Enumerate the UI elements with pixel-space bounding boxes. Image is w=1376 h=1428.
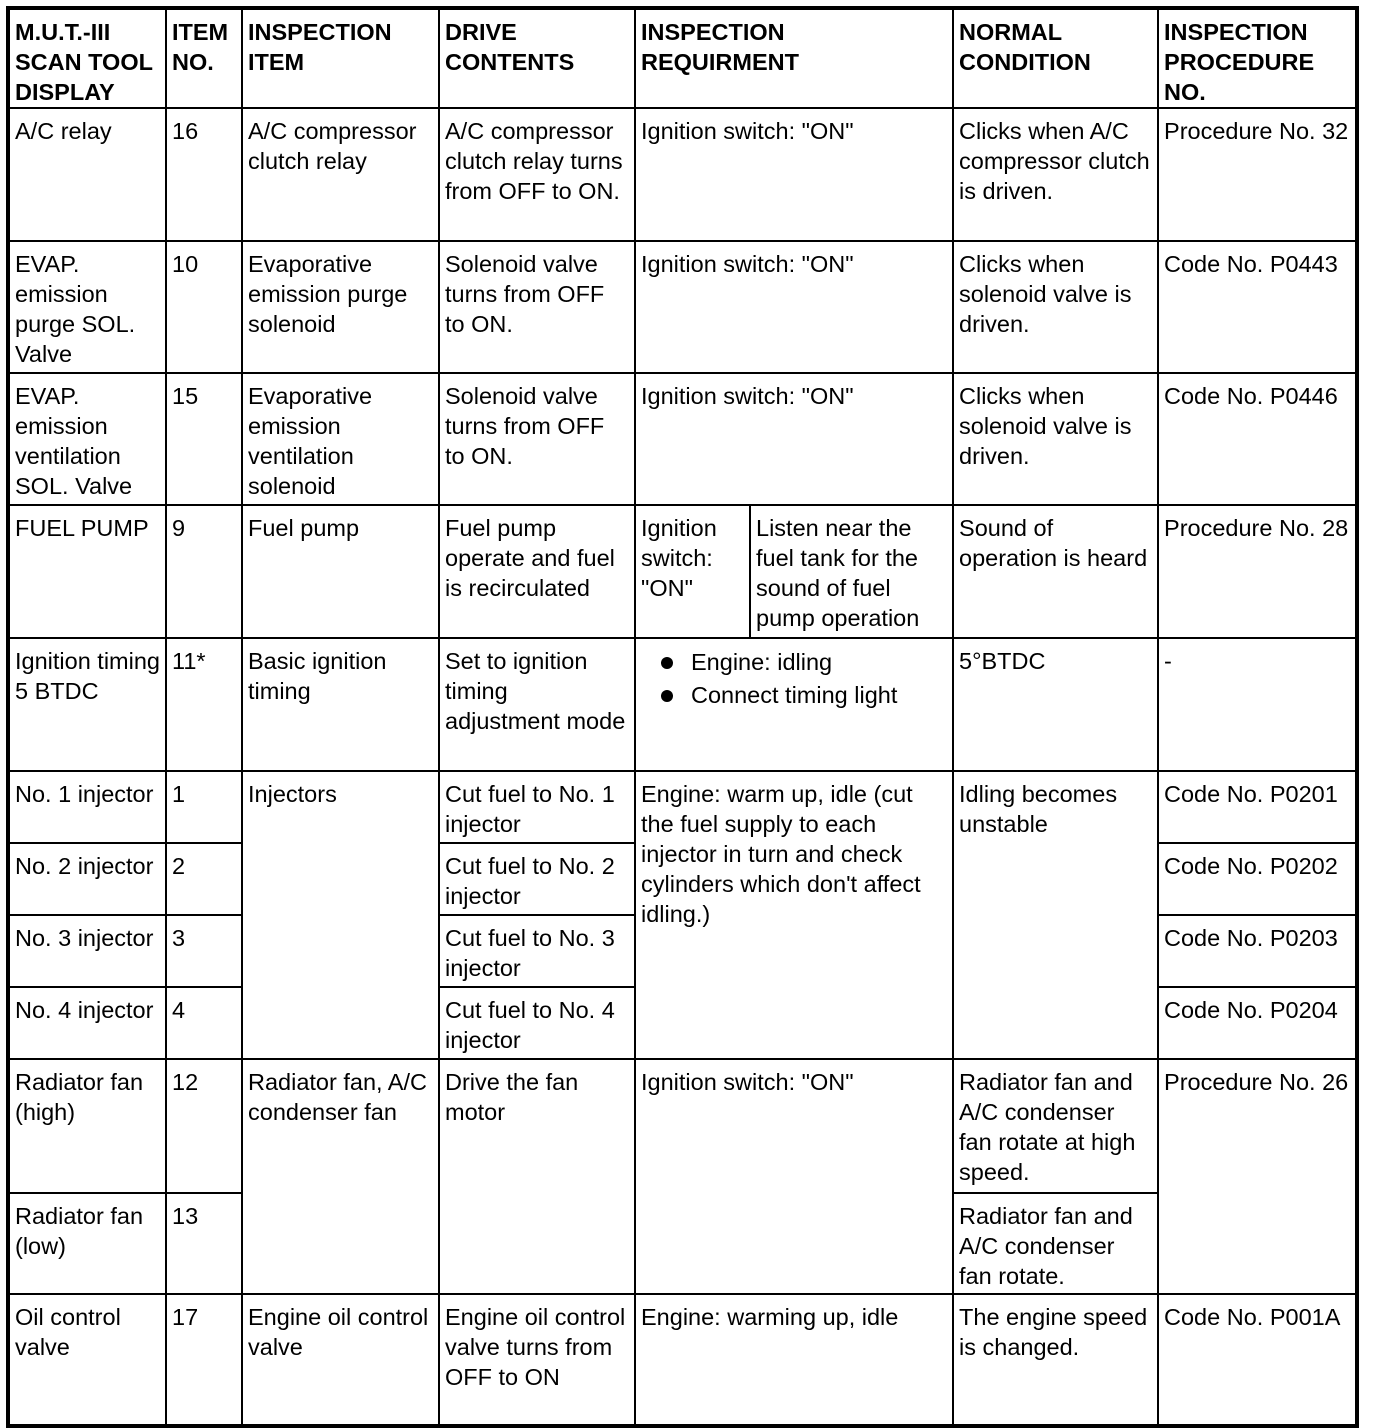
drive-cell: Cut fuel to No. 4 injector — [438, 986, 636, 1060]
table-row: FUEL PUMP 9 Fuel pump Fuel pump operate … — [7, 504, 1359, 639]
requirement-cell: Ignition switch: "ON" — [633, 240, 955, 374]
header-requirement: INSPECTION REQUIRMENT — [633, 7, 955, 109]
header-procedure: INSPECTION PROCEDURE NO. — [1157, 7, 1359, 109]
item-no-cell: 3 — [165, 914, 243, 988]
display-cell: No. 3 injector — [7, 914, 167, 988]
table-row: Radiator fan (high) 12 Radiator fan, A/C… — [7, 1058, 1359, 1295]
header-row: M.U.T.-III SCAN TOOL DISPLAY ITEM NO. IN… — [7, 7, 1359, 109]
normal-cell: Clicks when solenoid valve is driven. — [952, 372, 1160, 506]
table-row: No. 2 injector 2 Cut fuel to No. 2 injec… — [7, 842, 1359, 916]
item-no-cell: 2 — [165, 842, 243, 916]
header-drive-contents: DRIVE CONTENTS — [438, 7, 636, 109]
table-row: EVAP. emission ventilation SOL. Valve 15… — [7, 372, 1359, 506]
requirement-cell: Ignition switch: "ON" — [633, 107, 955, 242]
procedure-cell: Code No. P0202 — [1157, 842, 1359, 916]
item-cell: Fuel pump — [241, 504, 440, 639]
drive-cell: Cut fuel to No. 1 injector — [438, 770, 636, 844]
procedure-cell: Procedure No. 26 — [1157, 1058, 1359, 1295]
table-row: No. 1 injector 1 Injectors Cut fuel to N… — [7, 770, 1359, 1060]
normal-cell: Clicks when A/C compressor clutch is dri… — [952, 107, 1160, 242]
display-cell: No. 1 injector — [7, 770, 167, 844]
item-no-cell: 13 — [165, 1192, 243, 1295]
drive-cell: Cut fuel to No. 3 injector — [438, 914, 636, 988]
display-cell: Oil control valve — [7, 1293, 167, 1427]
item-cell: Radiator fan, A/C condenser fan — [241, 1058, 440, 1295]
table-row: A/C relay 16 A/C compressor clutch relay… — [7, 107, 1359, 242]
item-cell: Evaporative emission ventilation solenoi… — [241, 372, 440, 506]
item-no-cell: 16 — [165, 107, 243, 242]
bullet-item: Connect timing light — [659, 679, 947, 712]
procedure-cell: Code No. P0204 — [1157, 986, 1359, 1060]
display-cell: Radiator fan (high) — [7, 1058, 167, 1194]
drive-cell: Cut fuel to No. 2 injector — [438, 842, 636, 916]
display-cell: FUEL PUMP — [7, 504, 167, 639]
item-cell: Injectors — [241, 770, 440, 1060]
item-cell: Engine oil control valve — [241, 1293, 440, 1427]
procedure-cell: Code No. P0203 — [1157, 914, 1359, 988]
requirement-cell: Engine: warming up, idle — [633, 1293, 955, 1427]
header-display: M.U.T.-III SCAN TOOL DISPLAY — [7, 7, 167, 109]
drive-cell: Fuel pump operate and fuel is recirculat… — [438, 504, 636, 639]
table-row: No. 4 injector 4 Cut fuel to No. 4 injec… — [7, 986, 1359, 1060]
procedure-cell: Code No. P001A — [1157, 1293, 1359, 1427]
item-cell: Evaporative emission purge solenoid — [241, 240, 440, 374]
table-row: EVAP. emission purge SOL. Valve 10 Evapo… — [7, 240, 1359, 374]
normal-cell: The engine speed is changed. — [952, 1293, 1160, 1427]
item-no-cell: 1 — [165, 770, 243, 844]
requirement-detail-cell: Listen near the fuel tank for the sound … — [748, 504, 955, 639]
display-cell: EVAP. emission ventilation SOL. Valve — [7, 372, 167, 506]
requirement-cell: Ignition switch: "ON" — [634, 504, 751, 639]
table-row: No. 3 injector 3 Cut fuel to No. 3 injec… — [7, 914, 1359, 988]
procedure-cell: Procedure No. 32 — [1157, 107, 1359, 242]
bullet-item: Engine: idling — [659, 646, 947, 679]
item-no-cell: 17 — [165, 1293, 243, 1427]
procedure-cell: Code No. P0446 — [1157, 372, 1359, 506]
display-cell: No. 4 injector — [7, 986, 167, 1060]
normal-cell: 5°BTDC — [952, 637, 1160, 772]
drive-cell: Solenoid valve turns from OFF to ON. — [438, 372, 636, 506]
normal-cell: Clicks when solenoid valve is driven. — [952, 240, 1160, 374]
normal-cell: Sound of operation is heard — [952, 504, 1160, 639]
table-row: Radiator fan (low) 13 Radiator fan and A… — [7, 1192, 1357, 1295]
drive-cell: Solenoid valve turns from OFF to ON. — [438, 240, 636, 374]
item-cell: Basic ignition timing — [241, 637, 440, 772]
item-no-cell: 10 — [165, 240, 243, 374]
requirement-bullet-list: Engine: idling Connect timing light — [641, 646, 947, 712]
drive-cell: A/C compressor clutch relay turns from O… — [438, 107, 636, 242]
header-normal-condition: NORMAL CONDITION — [952, 7, 1160, 109]
display-cell: Radiator fan (low) — [7, 1192, 167, 1295]
table-row: Oil control valve 17 Engine oil control … — [7, 1293, 1359, 1427]
normal-cell: Idling becomes unstable — [952, 770, 1160, 1060]
table-row: Ignition timing 5 BTDC 11* Basic ignitio… — [7, 637, 1359, 772]
display-cell: No. 2 injector — [7, 842, 167, 916]
requirement-cell: Ignition switch: "ON" — [633, 372, 955, 506]
procedure-cell: - — [1157, 637, 1359, 772]
display-cell: EVAP. emission purge SOL. Valve — [7, 240, 167, 374]
item-cell: A/C compressor clutch relay — [241, 107, 440, 242]
drive-cell: Drive the fan motor — [438, 1058, 636, 1295]
procedure-cell: Procedure No. 28 — [1157, 504, 1359, 639]
drive-cell: Set to ignition timing adjustment mode — [438, 637, 636, 772]
item-no-cell: 11* — [165, 637, 243, 772]
item-no-cell: 9 — [165, 504, 243, 639]
drive-cell: Engine oil control valve turns from OFF … — [438, 1293, 636, 1427]
procedure-cell: Code No. P0201 — [1157, 770, 1359, 844]
normal-cell: Radiator fan and A/C condenser fan rotat… — [952, 1192, 1160, 1295]
display-cell: Ignition timing 5 BTDC — [7, 637, 167, 772]
header-item-no: ITEM NO. — [165, 7, 243, 109]
display-cell: A/C relay — [7, 107, 167, 242]
requirement-cell: Engine: warm up, idle (cut the fuel supp… — [633, 770, 955, 1060]
requirement-cell: Ignition switch: "ON" — [633, 1058, 955, 1295]
header-inspection-item: INSPECTION ITEM — [241, 7, 440, 109]
item-no-cell: 15 — [165, 372, 243, 506]
requirement-cell: Engine: idling Connect timing light — [633, 637, 955, 772]
procedure-cell: Code No. P0443 — [1157, 240, 1359, 374]
normal-cell: Radiator fan and A/C condenser fan rotat… — [952, 1058, 1160, 1194]
item-no-cell: 4 — [165, 986, 243, 1060]
active-test-table: M.U.T.-III SCAN TOOL DISPLAY ITEM NO. IN… — [6, 6, 1360, 1428]
item-no-cell: 12 — [165, 1058, 243, 1194]
